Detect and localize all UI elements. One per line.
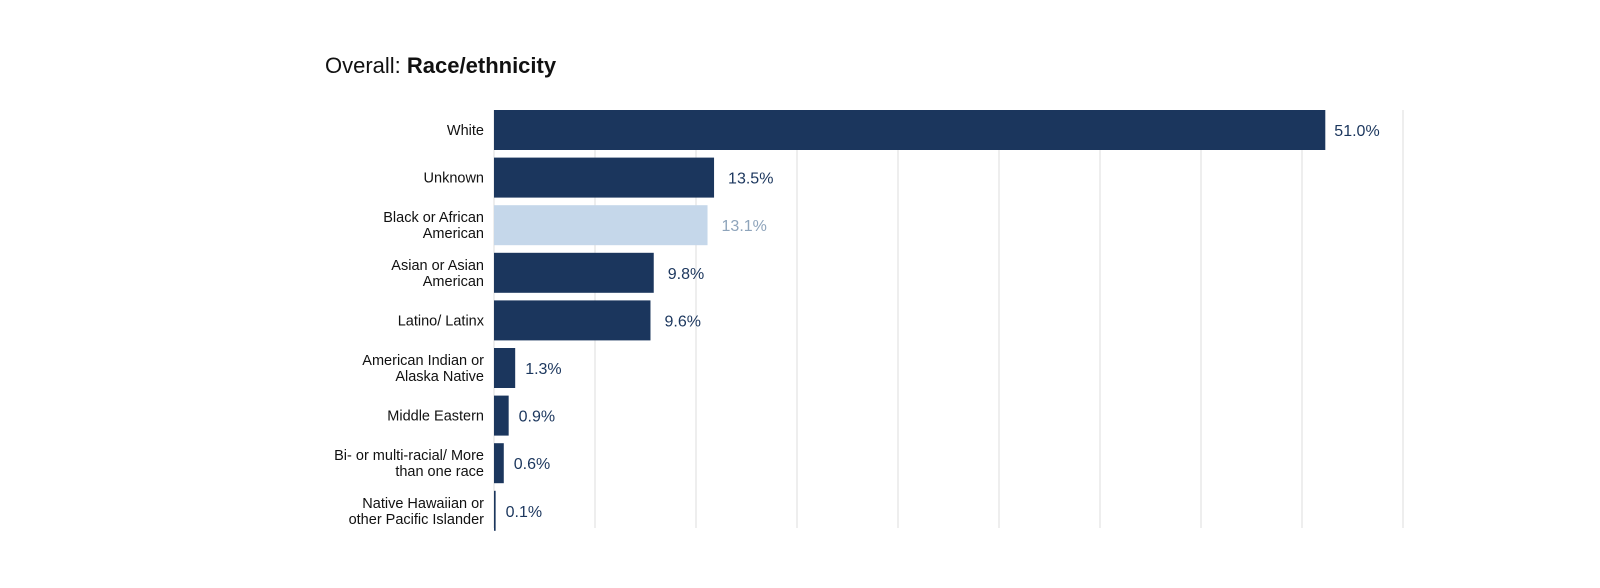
category-label: Latino/ Latinx xyxy=(398,313,485,329)
value-label: 9.6% xyxy=(664,313,700,330)
category-label: Black or African American xyxy=(383,210,484,242)
bar xyxy=(494,252,654,293)
value-label: 0.9% xyxy=(519,409,555,426)
value-label: 0.1% xyxy=(506,504,542,521)
chart-title: Overall: Race/ethnicity xyxy=(325,53,556,79)
value-label: 0.6% xyxy=(514,456,550,473)
value-label: 1.3% xyxy=(525,361,561,378)
category-label: Native Hawaiian or other Pacific Islander xyxy=(349,496,485,528)
category-label: White xyxy=(447,123,484,139)
bar xyxy=(494,157,715,198)
category-label: American Indian or Alaska Native xyxy=(362,353,484,385)
bar xyxy=(494,348,516,388)
bar xyxy=(494,395,509,436)
value-label: 13.1% xyxy=(722,218,767,235)
category-label: Bi- or multi-racial/ More than one race xyxy=(334,448,484,480)
bar xyxy=(494,300,651,341)
category-label: Unknown xyxy=(424,171,484,187)
value-label: 13.5% xyxy=(728,171,773,188)
value-label: 9.8% xyxy=(668,266,704,283)
category-label: Middle Eastern xyxy=(387,409,484,425)
chart-title-main: Race/ethnicity xyxy=(406,53,557,78)
bar xyxy=(494,443,504,484)
bar xyxy=(494,110,1326,150)
bar xyxy=(494,490,496,531)
bar xyxy=(494,205,708,246)
category-label: Asian or Asian American xyxy=(391,258,484,290)
chart-title-prefix: Overall: xyxy=(325,53,401,78)
value-label: 51.0% xyxy=(1334,123,1379,140)
